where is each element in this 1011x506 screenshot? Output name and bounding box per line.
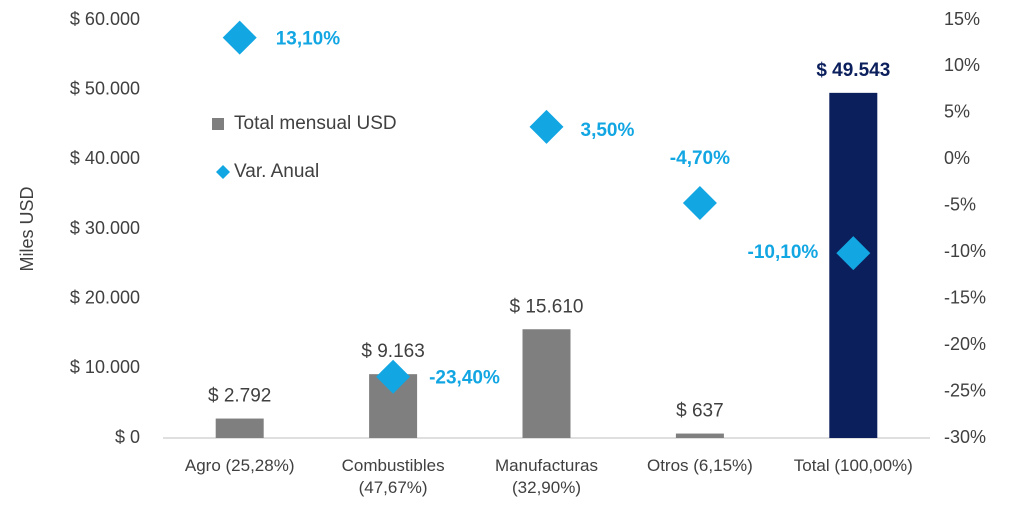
y2-tick-label: -10% (944, 241, 986, 261)
bar (215, 418, 264, 438)
marker-value-label: 3,50% (581, 120, 635, 141)
marker-value-label: -4,70% (670, 148, 730, 169)
marker-value-label: -10,10% (748, 242, 819, 263)
y-tick-label: $ 10.000 (70, 357, 140, 377)
y-tick-label: $ 0 (115, 427, 140, 447)
x-tick-label: Total (100,00%) (793, 456, 913, 475)
x-tick-label: Otros (6,15%) (646, 456, 753, 475)
marker (222, 20, 257, 55)
marker-value-label: -23,40% (429, 368, 500, 389)
y2-tick-label: -5% (944, 195, 976, 215)
y2-tick-label: 10% (944, 55, 980, 75)
bar-value-label: $ 2.792 (208, 386, 271, 407)
legend-label: Total mensual USD (234, 113, 397, 134)
y2-tick-label: -25% (944, 380, 986, 400)
legend-label: Var. Anual (234, 161, 319, 182)
y-tick-label: $ 50.000 (70, 78, 140, 98)
y-tick-label: $ 30.000 (70, 218, 140, 238)
y2-tick-label: -20% (944, 334, 986, 354)
bar-value-label: $ 15.610 (510, 296, 584, 317)
y-axis-title: Miles USD (17, 186, 37, 271)
y2-tick-label: 5% (944, 102, 970, 122)
bar-value-label: $ 49.543 (816, 60, 890, 81)
y-tick-label: $ 20.000 (70, 287, 140, 307)
y2-tick-label: 0% (944, 148, 970, 168)
y-tick-label: $ 60.000 (70, 9, 140, 29)
x-tick-label: Combustibles (47,67%) (341, 456, 445, 497)
y-tick-label: $ 40.000 (70, 148, 140, 168)
x-tick-label: Agro (25,28%) (184, 456, 295, 475)
bar-value-label: $ 637 (676, 401, 724, 422)
bar (675, 433, 724, 438)
marker-value-label: 13,10% (276, 29, 341, 50)
bar-value-label: $ 9.163 (361, 341, 424, 362)
x-tick-label: Manufacturas (32,90%) (495, 456, 598, 497)
y2-tick-label: 15% (944, 9, 980, 29)
y2-tick-label: -30% (944, 427, 986, 447)
marker (682, 185, 717, 220)
marker (529, 109, 564, 144)
bar (522, 329, 571, 438)
legend-swatch (216, 165, 230, 179)
marker (376, 359, 411, 394)
legend-swatch (212, 118, 224, 130)
y2-tick-label: -15% (944, 287, 986, 307)
marker (836, 236, 871, 271)
